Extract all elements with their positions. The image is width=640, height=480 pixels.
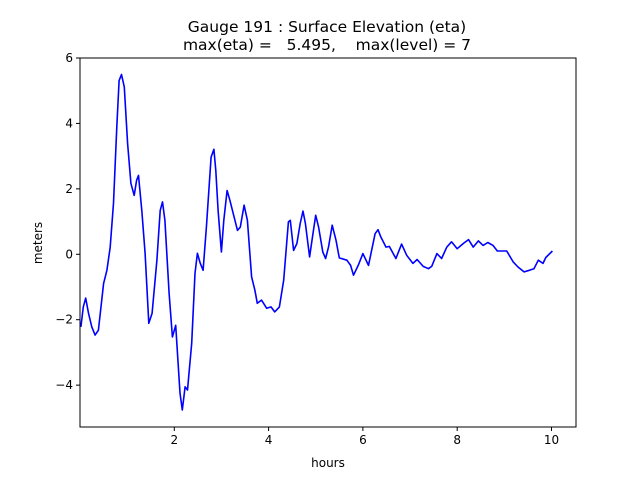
x-tick-label: 10 [544,433,559,447]
x-tick-label: 6 [359,433,367,447]
y-tick-label: 6 [65,51,73,65]
y-axis-label: meters [31,222,45,264]
chart-title: Gauge 191 : Surface Elevation (eta) [188,18,466,36]
x-tick-label: 4 [265,433,273,447]
y-tick-label: 2 [65,182,73,196]
plot-frame [79,57,577,428]
axis-ticks: 2 4 6 8 10 −4 −2 0 2 4 6 [55,51,559,447]
y-tick-label: −4 [55,378,73,392]
x-tick-label: 2 [170,433,178,447]
x-tick-label: 8 [453,433,461,447]
series-line-eta [80,73,553,411]
y-tick-label: −2 [55,313,73,327]
x-axis-label: hours [311,456,345,470]
y-tick-label: 0 [65,247,73,261]
chart-subtitle: max(eta) = 5.495, max(level) = 7 [183,36,471,54]
y-tick-label: 4 [65,116,73,130]
